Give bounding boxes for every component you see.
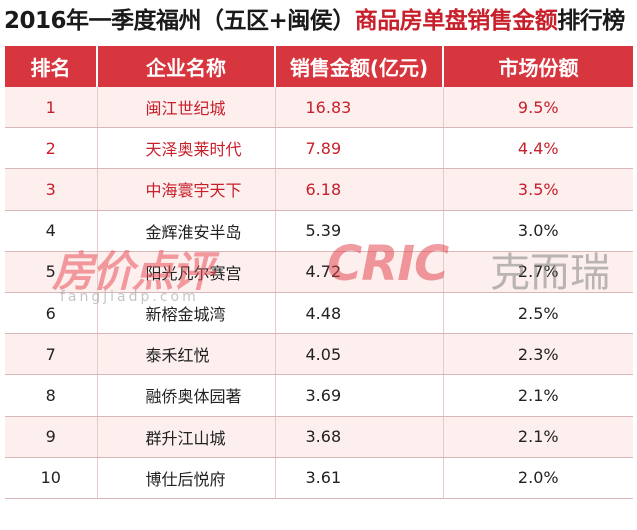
name-cell: 金辉淮安半岛 [97, 210, 276, 252]
rank-cell: 10 [5, 457, 98, 499]
sales-cell: 5.39 [275, 210, 444, 252]
rank-cell: 9 [5, 416, 98, 458]
name-cell: 新榕金城湾 [97, 292, 276, 335]
rank-cell: 1 [5, 87, 98, 129]
table-row: 8 融侨奥体园著 3.69 2.1% [5, 374, 633, 417]
name-cell: 群升江山城 [97, 416, 276, 458]
rank-cell: 7 [5, 333, 98, 376]
table-row: 10 博仕后悦府 3.61 2.0% [5, 457, 633, 499]
sales-cell: 3.68 [275, 416, 444, 458]
table-row: 1 闽江世纪城 16.83 9.5% [5, 87, 633, 129]
share-cell: 9.5% [443, 87, 633, 129]
sales-cell: 4.48 [275, 292, 444, 335]
table-row: 6 新榕金城湾 4.48 2.5% [5, 292, 633, 335]
rank-cell: 8 [5, 374, 98, 417]
page-title: 2016年一季度福州（五区+闽侯）商品房单盘销售金额排行榜 [4, 4, 634, 38]
sales-cell: 7.89 [275, 127, 444, 170]
rank-cell: 5 [5, 251, 98, 293]
sales-cell: 4.72 [275, 251, 444, 293]
title-part-3: 排行榜 [557, 8, 625, 34]
name-cell: 博仕后悦府 [97, 457, 276, 499]
table-row: 2 天泽奥莱时代 7.89 4.4% [5, 127, 633, 170]
table-row: 5 阳光凡尔赛宫 4.72 2.7% [5, 251, 633, 293]
name-cell: 天泽奥莱时代 [97, 127, 276, 170]
name-cell: 阳光凡尔赛宫 [97, 251, 276, 293]
rank-cell: 2 [5, 127, 98, 170]
table-row: 4 金辉淮安半岛 5.39 3.0% [5, 210, 633, 252]
table-row: 9 群升江山城 3.68 2.1% [5, 416, 633, 458]
name-cell: 泰禾红悦 [97, 333, 276, 376]
name-cell: 融侨奥体园著 [97, 374, 276, 417]
title-part-1: 2016年一季度福州（五区+闽侯） [4, 8, 355, 34]
share-cell: 4.4% [443, 127, 633, 170]
column-header-share: 市场份额 [443, 46, 633, 87]
share-cell: 2.5% [443, 292, 633, 335]
sales-cell: 3.61 [275, 457, 444, 499]
share-cell: 2.7% [443, 251, 633, 293]
sales-cell: 6.18 [275, 168, 444, 211]
ranking-table: 排名 企业名称 销售金额(亿元) 市场份额 1 闽江世纪城 16.83 9.5%… [5, 46, 633, 499]
share-cell: 3.0% [443, 210, 633, 252]
share-cell: 2.3% [443, 333, 633, 376]
share-cell: 2.1% [443, 374, 633, 417]
rank-cell: 6 [5, 292, 98, 335]
table-row: 7 泰禾红悦 4.05 2.3% [5, 333, 633, 376]
column-header-rank: 排名 [5, 46, 98, 87]
name-cell: 闽江世纪城 [97, 87, 276, 129]
name-cell: 中海寰宇天下 [97, 168, 276, 211]
sales-cell: 16.83 [275, 87, 444, 129]
column-header-sales: 销售金额(亿元) [275, 46, 444, 87]
share-cell: 3.5% [443, 168, 633, 211]
rank-cell: 4 [5, 210, 98, 252]
sales-cell: 3.69 [275, 374, 444, 417]
column-header-name: 企业名称 [97, 46, 276, 87]
sales-cell: 4.05 [275, 333, 444, 376]
share-cell: 2.1% [443, 416, 633, 458]
share-cell: 2.0% [443, 457, 633, 499]
header-row: 排名 企业名称 销售金额(亿元) 市场份额 [5, 46, 633, 87]
rank-cell: 3 [5, 168, 98, 211]
title-part-2: 商品房单盘销售金额 [354, 8, 558, 34]
table-row: 3 中海寰宇天下 6.18 3.5% [5, 168, 633, 211]
